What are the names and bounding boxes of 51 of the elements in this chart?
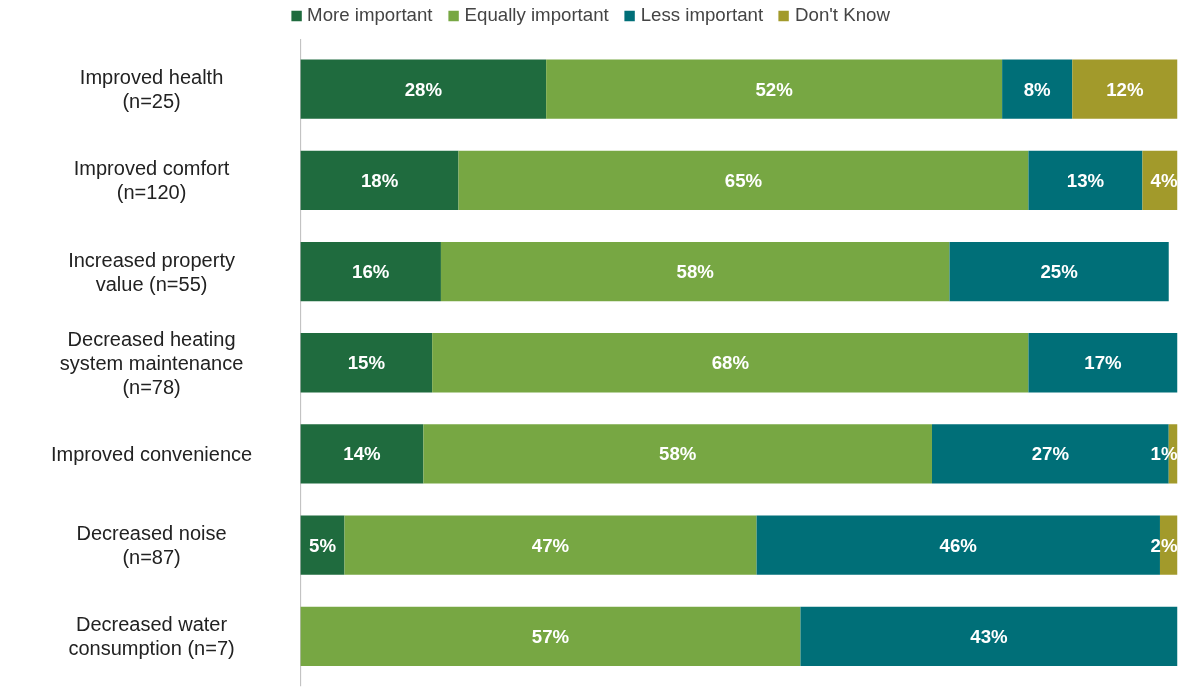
data-label: 52% (755, 78, 794, 100)
data-label: 58% (676, 261, 715, 283)
bar (432, 333, 1029, 393)
bar (1028, 150, 1143, 210)
data-label: 12% (1106, 78, 1144, 100)
y-tick-label: Decreased water consumption (n=7) (68, 613, 235, 660)
data-label: 27% (1031, 443, 1070, 465)
bar (1028, 333, 1178, 393)
data-label: 8% (1023, 78, 1052, 100)
data-label: 57% (531, 625, 570, 647)
data-label: 4% (1150, 169, 1178, 191)
bar (300, 333, 433, 393)
bar (300, 150, 459, 210)
data-label: 25% (1040, 261, 1079, 283)
y-tick-label: Decreased heating system maintenance (n=78) (59, 327, 244, 398)
data-label: 5% (309, 534, 337, 556)
data-label: 14% (343, 443, 382, 465)
y-tick-label: Improved health (n=25) (79, 66, 224, 113)
bar (300, 424, 424, 484)
y-tick-label: Improved comfort (n=120) (73, 157, 230, 204)
data-label: 46% (939, 534, 978, 556)
data-label: 65% (724, 169, 763, 191)
bar (1002, 59, 1073, 119)
data-label: 47% (531, 534, 570, 556)
y-tick-label: Improved convenience (50, 442, 253, 465)
data-label: 13% (1066, 169, 1105, 191)
y-tick-label: Decreased noise (n=87) (76, 522, 227, 569)
bar (344, 515, 757, 575)
data-label: 58% (659, 443, 697, 465)
bar (546, 59, 1003, 119)
data-label: 15% (347, 352, 386, 374)
bar (300, 606, 801, 666)
bar (949, 241, 1169, 302)
legend-label: Equally important (464, 4, 609, 26)
bar (458, 150, 1029, 210)
y-tick-label: Increased property value (n=55) (68, 248, 235, 295)
bar (300, 241, 441, 302)
data-label: 16% (352, 261, 390, 283)
legend-label: Less important (640, 4, 764, 26)
bar (423, 424, 932, 484)
bar (1072, 59, 1178, 119)
data-label: 28% (404, 78, 443, 100)
bar (800, 606, 1178, 666)
legend-label: Don't Know (795, 4, 890, 26)
legend-label: More important (307, 4, 433, 26)
data-label: 17% (1084, 352, 1123, 374)
data-label: 68% (711, 352, 750, 374)
data-label: 43% (970, 625, 1009, 647)
bar (300, 59, 547, 119)
data-label: 18% (360, 169, 399, 191)
bar (440, 241, 950, 302)
